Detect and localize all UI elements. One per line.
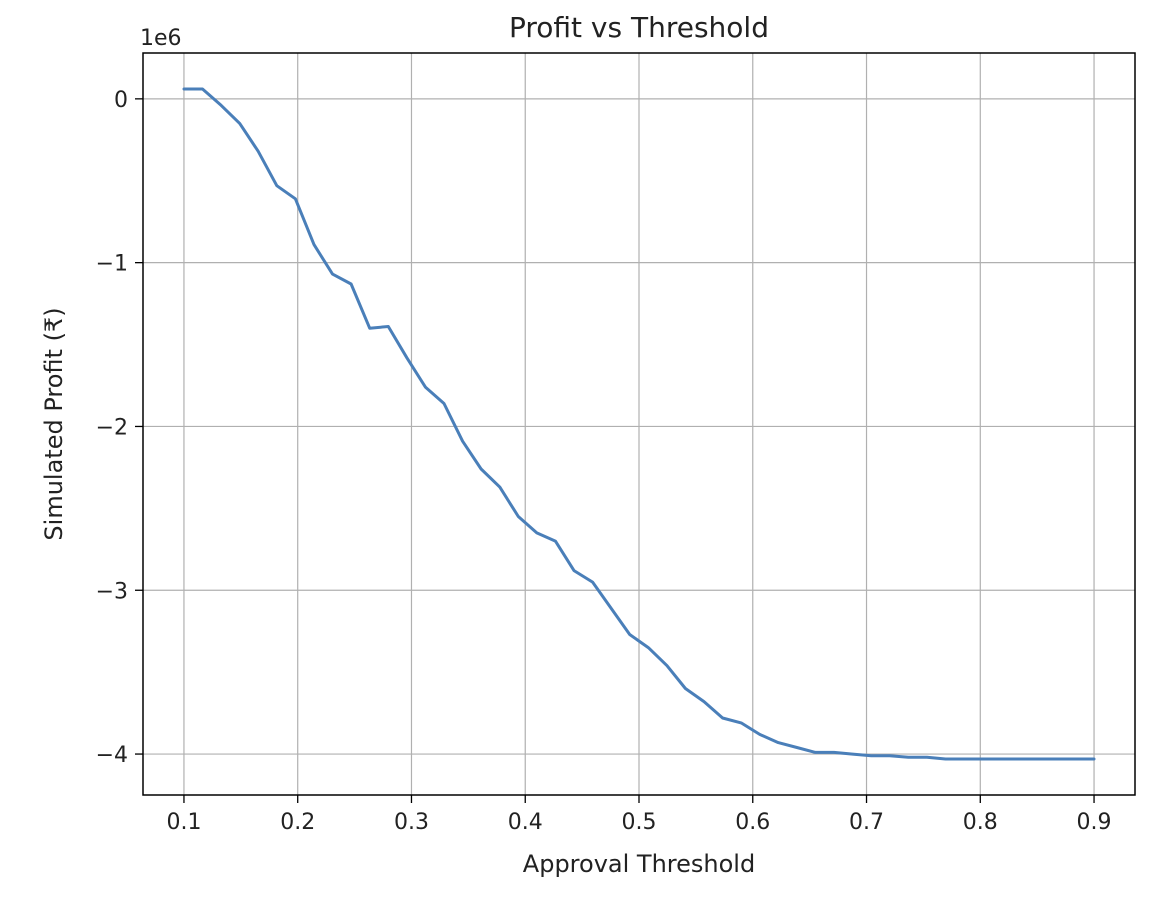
series-line	[182, 87, 1096, 761]
axis-ticks: 0.1 0.2 0.3 0.4 0.5 0.6 0.7 0.8 0.9 0 −1 −2 −3 −4	[96, 88, 1112, 835]
x-tick-label: 0.1	[166, 810, 201, 835]
chart-title: Profit vs Threshold	[509, 11, 769, 44]
y-tick-label: −1	[96, 252, 128, 277]
x-tick-label: 0.9	[1077, 810, 1112, 835]
y-tick-label: −2	[96, 415, 128, 440]
x-axis-label: Approval Threshold	[523, 850, 755, 878]
x-tick-label: 0.3	[394, 810, 429, 835]
x-tick-label: 0.5	[622, 810, 657, 835]
x-tick-label: 0.2	[280, 810, 315, 835]
y-tick-label: 0	[114, 88, 128, 113]
y-axis-label: Simulated Profit (₹)	[40, 307, 68, 540]
x-tick-label: 0.8	[963, 810, 998, 835]
grid	[143, 53, 1135, 795]
x-tick-label: 0.6	[735, 810, 770, 835]
x-tick-label: 0.7	[849, 810, 884, 835]
data-series	[182, 87, 1096, 761]
y-axis-offset-label: 1e6	[140, 26, 182, 51]
x-tick-label: 0.4	[508, 810, 543, 835]
y-tick-label: −3	[96, 579, 128, 604]
y-tick-label: −4	[96, 743, 128, 768]
